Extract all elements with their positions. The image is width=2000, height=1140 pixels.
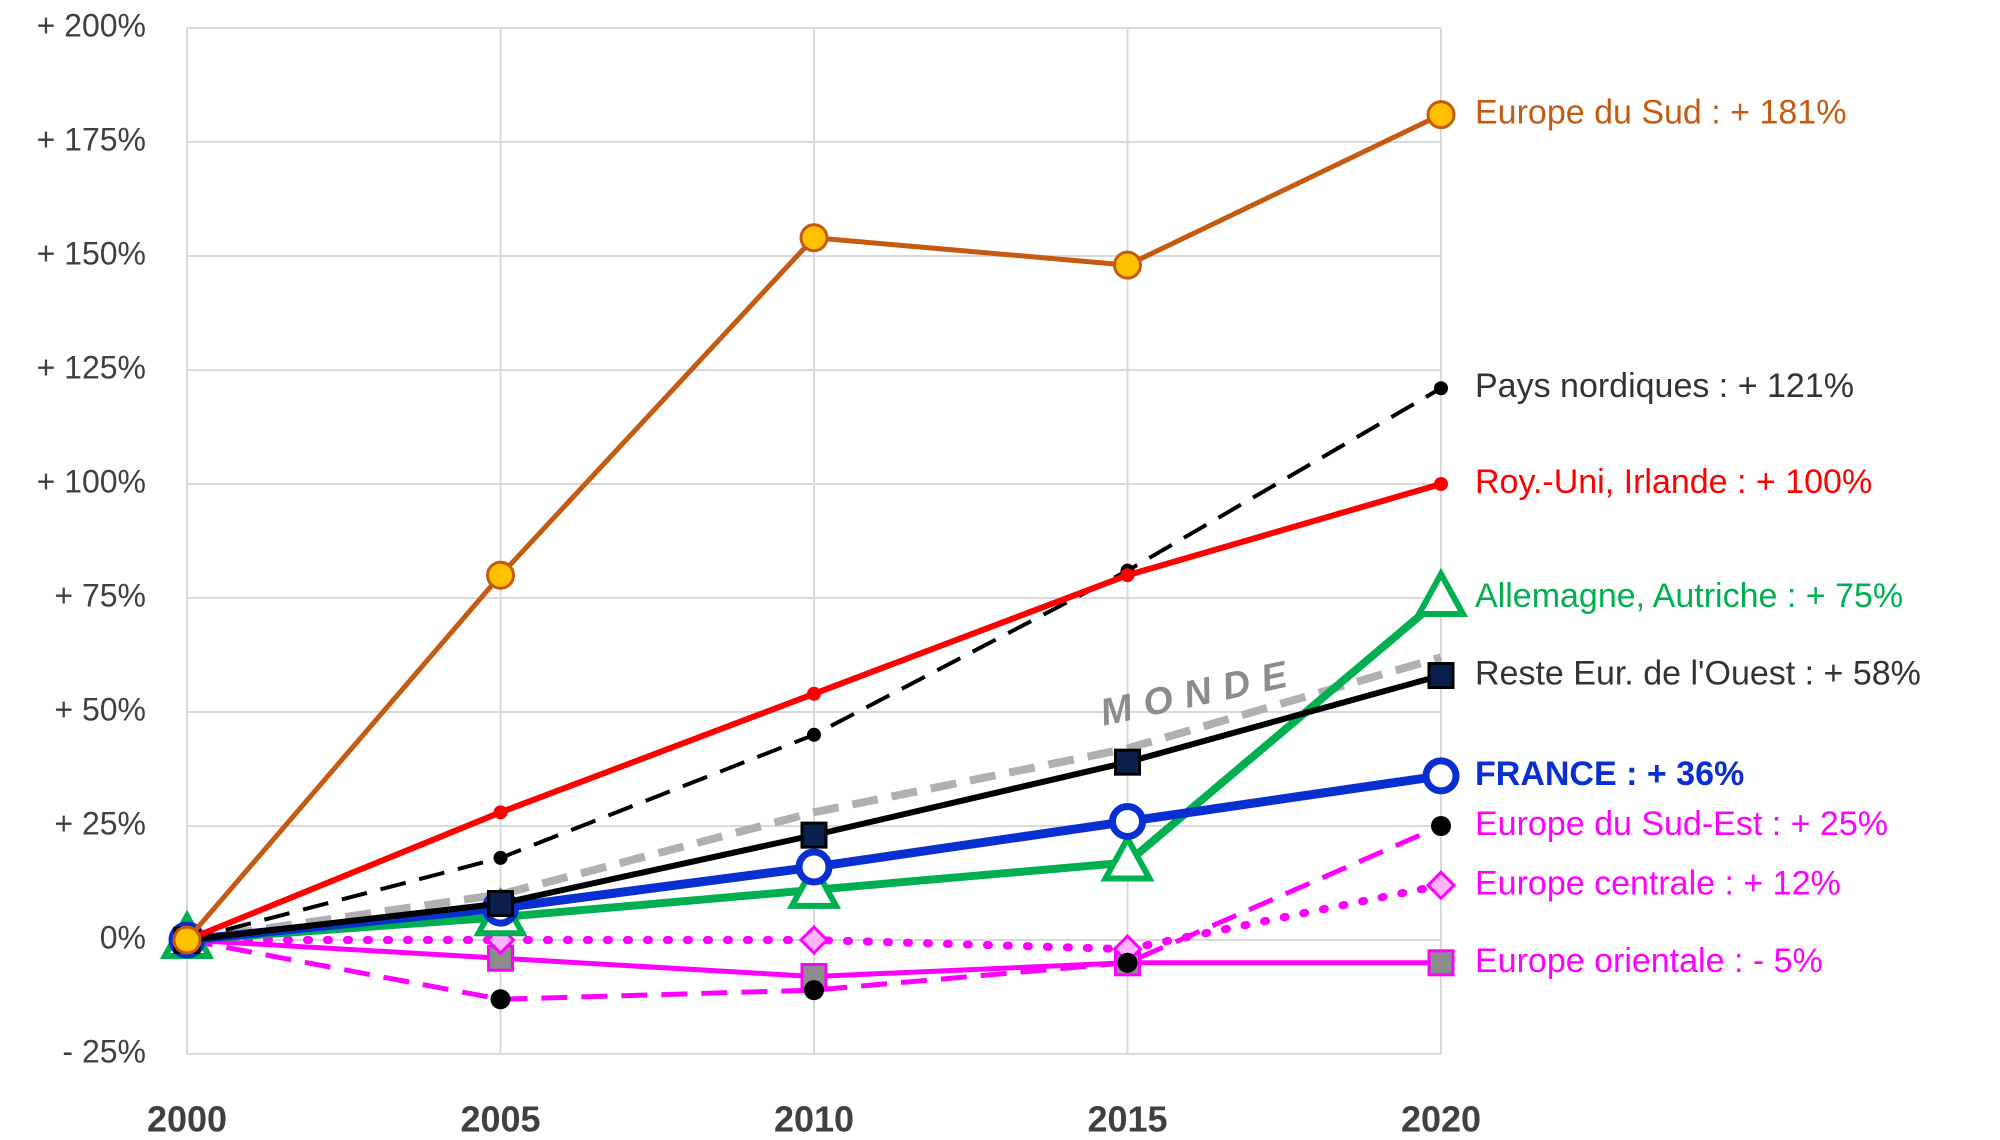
y-tick-label: + 50% <box>54 691 146 727</box>
y-tick-label: + 25% <box>54 805 146 841</box>
series-label: FRANCE : + 36% <box>1475 755 1744 793</box>
y-tick-label: - 25% <box>62 1033 146 1069</box>
y-tick-label: + 100% <box>37 463 146 499</box>
x-tick-label: 2010 <box>774 1099 854 1140</box>
series-label: Europe orientale : - 5% <box>1475 942 1823 980</box>
x-tick-label: 2000 <box>147 1099 227 1140</box>
marker <box>1100 832 1155 882</box>
marker <box>1431 816 1451 836</box>
series-label: Roy.-Uni, Irlande : + 100% <box>1475 463 1872 501</box>
marker <box>1434 381 1448 396</box>
y-tick-label: + 125% <box>37 349 146 385</box>
marker <box>1425 870 1457 901</box>
x-tick-label: 2020 <box>1401 1099 1481 1140</box>
marker <box>807 686 821 701</box>
series-label: Pays nordiques : + 121% <box>1475 367 1854 405</box>
marker <box>807 727 821 742</box>
marker <box>493 805 508 820</box>
marker <box>799 223 829 253</box>
marker <box>800 821 828 849</box>
marker <box>172 925 202 955</box>
y-tick-label: + 175% <box>37 121 146 157</box>
marker <box>795 848 833 886</box>
marker <box>1113 250 1142 280</box>
y-tick-label: + 150% <box>37 235 146 271</box>
marker <box>487 890 514 918</box>
marker <box>1413 567 1469 617</box>
y-tick-label: 0% <box>100 919 146 955</box>
series-line <box>186 653 1443 944</box>
marker <box>490 989 511 1010</box>
marker <box>1426 100 1456 130</box>
y-tick-label: + 75% <box>54 577 146 613</box>
marker <box>486 560 515 590</box>
series-label: Allemagne, Autriche : + 75% <box>1475 577 1903 615</box>
x-tick-label: 2005 <box>460 1099 540 1140</box>
x-tick-label: 2015 <box>1087 1099 1167 1140</box>
series-line <box>186 823 1442 1002</box>
marker <box>1422 757 1460 795</box>
series-label: Europe centrale : + 12% <box>1475 864 1841 902</box>
marker <box>493 850 508 865</box>
marker <box>1434 477 1448 491</box>
marker <box>1117 952 1138 973</box>
marker <box>786 859 842 909</box>
marker <box>1427 662 1455 690</box>
y-tick-label: + 200% <box>37 7 146 43</box>
series-label: Europe du Sud : + 181% <box>1475 94 1846 132</box>
marker <box>1120 568 1135 583</box>
series-label: Europe du Sud-Est : + 25% <box>1475 805 1888 843</box>
marker <box>1114 748 1141 776</box>
series-label: Reste Eur. de l'Ouest : + 58% <box>1475 655 1921 693</box>
marker <box>1427 949 1455 977</box>
marker <box>804 980 824 1001</box>
marker <box>1109 802 1146 840</box>
marker <box>798 924 830 956</box>
